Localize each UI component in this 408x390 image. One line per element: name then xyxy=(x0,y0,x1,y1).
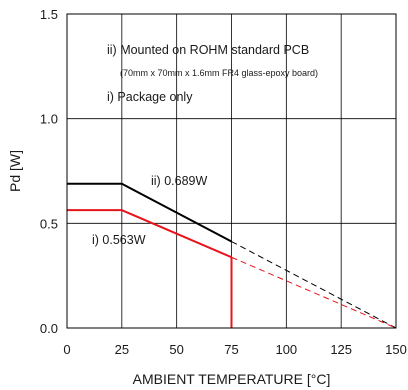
annotation-board-spec: (70mm x 70mm x 1.6mm FR4 glass-epoxy boa… xyxy=(120,68,318,78)
series-1-line xyxy=(67,209,232,259)
y-tick-label: 0.5 xyxy=(40,216,58,231)
x-tick-label: 0 xyxy=(63,342,70,357)
y-axis-title: Pd [W] xyxy=(7,150,23,192)
tick-labels: 0 25 50 75 100 125 150 0.0 0.5 1.0 1.5 xyxy=(40,7,407,357)
annotation-package-only: i) Package only xyxy=(107,90,193,104)
x-tick-label: 75 xyxy=(224,342,238,357)
annotation-pcb: ii) Mounted on ROHM standard PCB xyxy=(107,43,309,57)
series-0-extrapolation xyxy=(231,241,397,329)
series-label-pcb: ii) 0.689W xyxy=(151,174,207,188)
y-tick-label: 1.0 xyxy=(40,112,58,127)
series-layer xyxy=(67,182,397,329)
x-tick-label: 150 xyxy=(385,342,407,357)
x-axis-title: AMBIENT TEMPERATURE [°C] xyxy=(133,371,331,387)
x-tick-label: 100 xyxy=(275,342,297,357)
y-tick-label: 1.5 xyxy=(40,7,58,22)
x-tick-label: 50 xyxy=(169,342,183,357)
plot-frame xyxy=(66,13,397,329)
y-tick-label: 0.0 xyxy=(40,321,58,336)
x-tick-label: 125 xyxy=(330,342,352,357)
x-tick-label: 25 xyxy=(115,342,129,357)
series-1-extrapolation xyxy=(231,256,397,329)
series-0-line xyxy=(67,182,232,243)
series-label-package: i) 0.563W xyxy=(92,233,146,247)
grid xyxy=(67,14,396,328)
